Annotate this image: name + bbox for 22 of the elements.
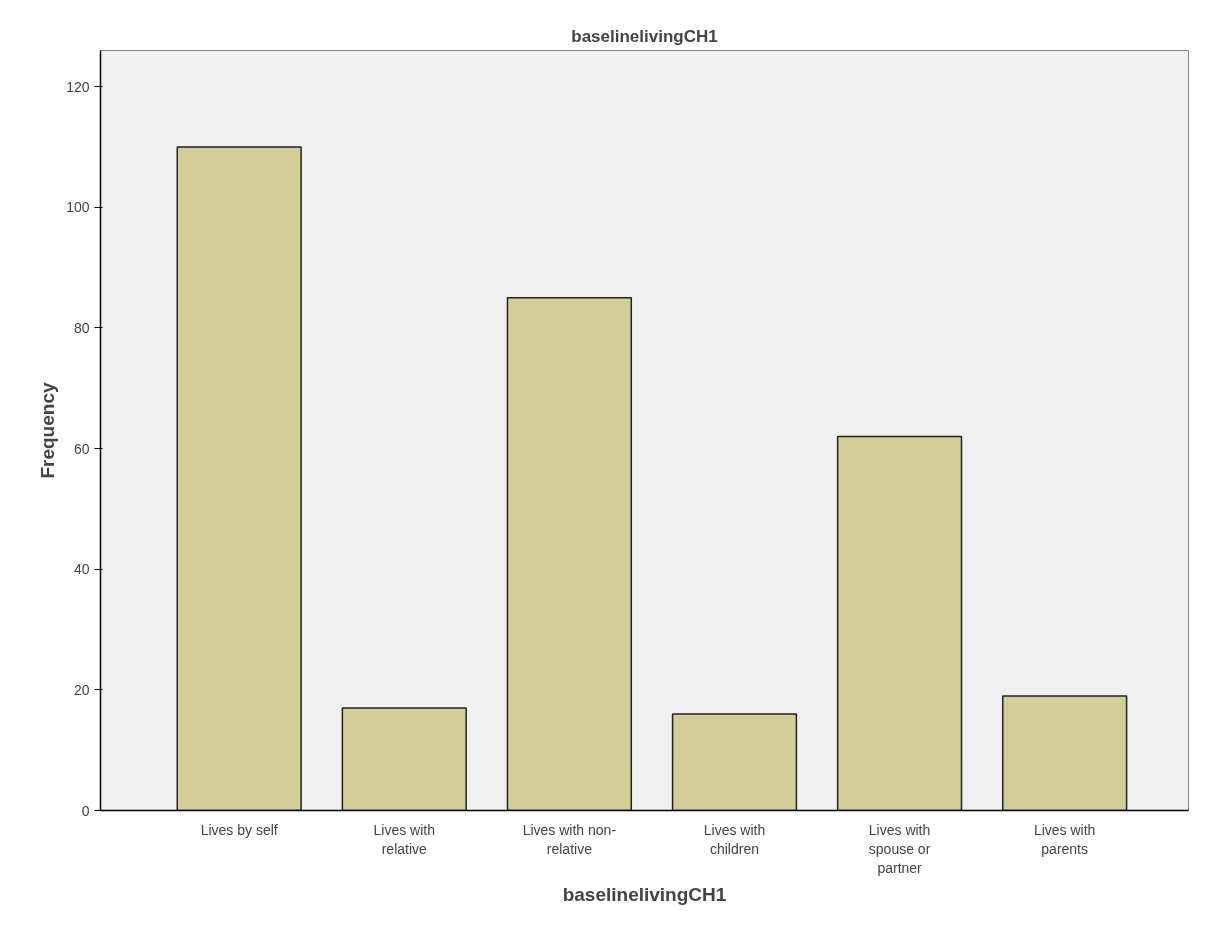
y-tick-label: 60	[73, 440, 90, 457]
x-tick-label: Lives with non-relative	[522, 821, 617, 857]
y-tick-label: 0	[81, 802, 90, 819]
y-tick-label: 20	[73, 681, 90, 698]
x-tick-label: Lives with children	[703, 821, 766, 857]
y-tick-label: 40	[73, 561, 90, 578]
y-tick-label: 100	[66, 199, 90, 216]
y-tick-label: 80	[73, 319, 90, 336]
x-axis-title: baselinelivingCH1	[562, 883, 727, 905]
chart-title: baselinelivingCH1	[571, 26, 718, 46]
x-tick-label: Lives by self	[200, 821, 278, 838]
x-tick-label: Lives with parents	[1033, 821, 1096, 857]
bar	[671, 713, 798, 811]
bar	[1002, 695, 1128, 811]
y-axis-title: Frequency	[37, 382, 59, 479]
bar	[836, 435, 963, 811]
x-tick-label: Lives with relative	[373, 821, 436, 857]
y-tick-label: 120	[66, 78, 90, 95]
bar	[341, 707, 467, 811]
bar	[176, 146, 302, 811]
x-tick-label: Lives with spouse or partner	[868, 821, 931, 876]
bar	[506, 297, 633, 811]
